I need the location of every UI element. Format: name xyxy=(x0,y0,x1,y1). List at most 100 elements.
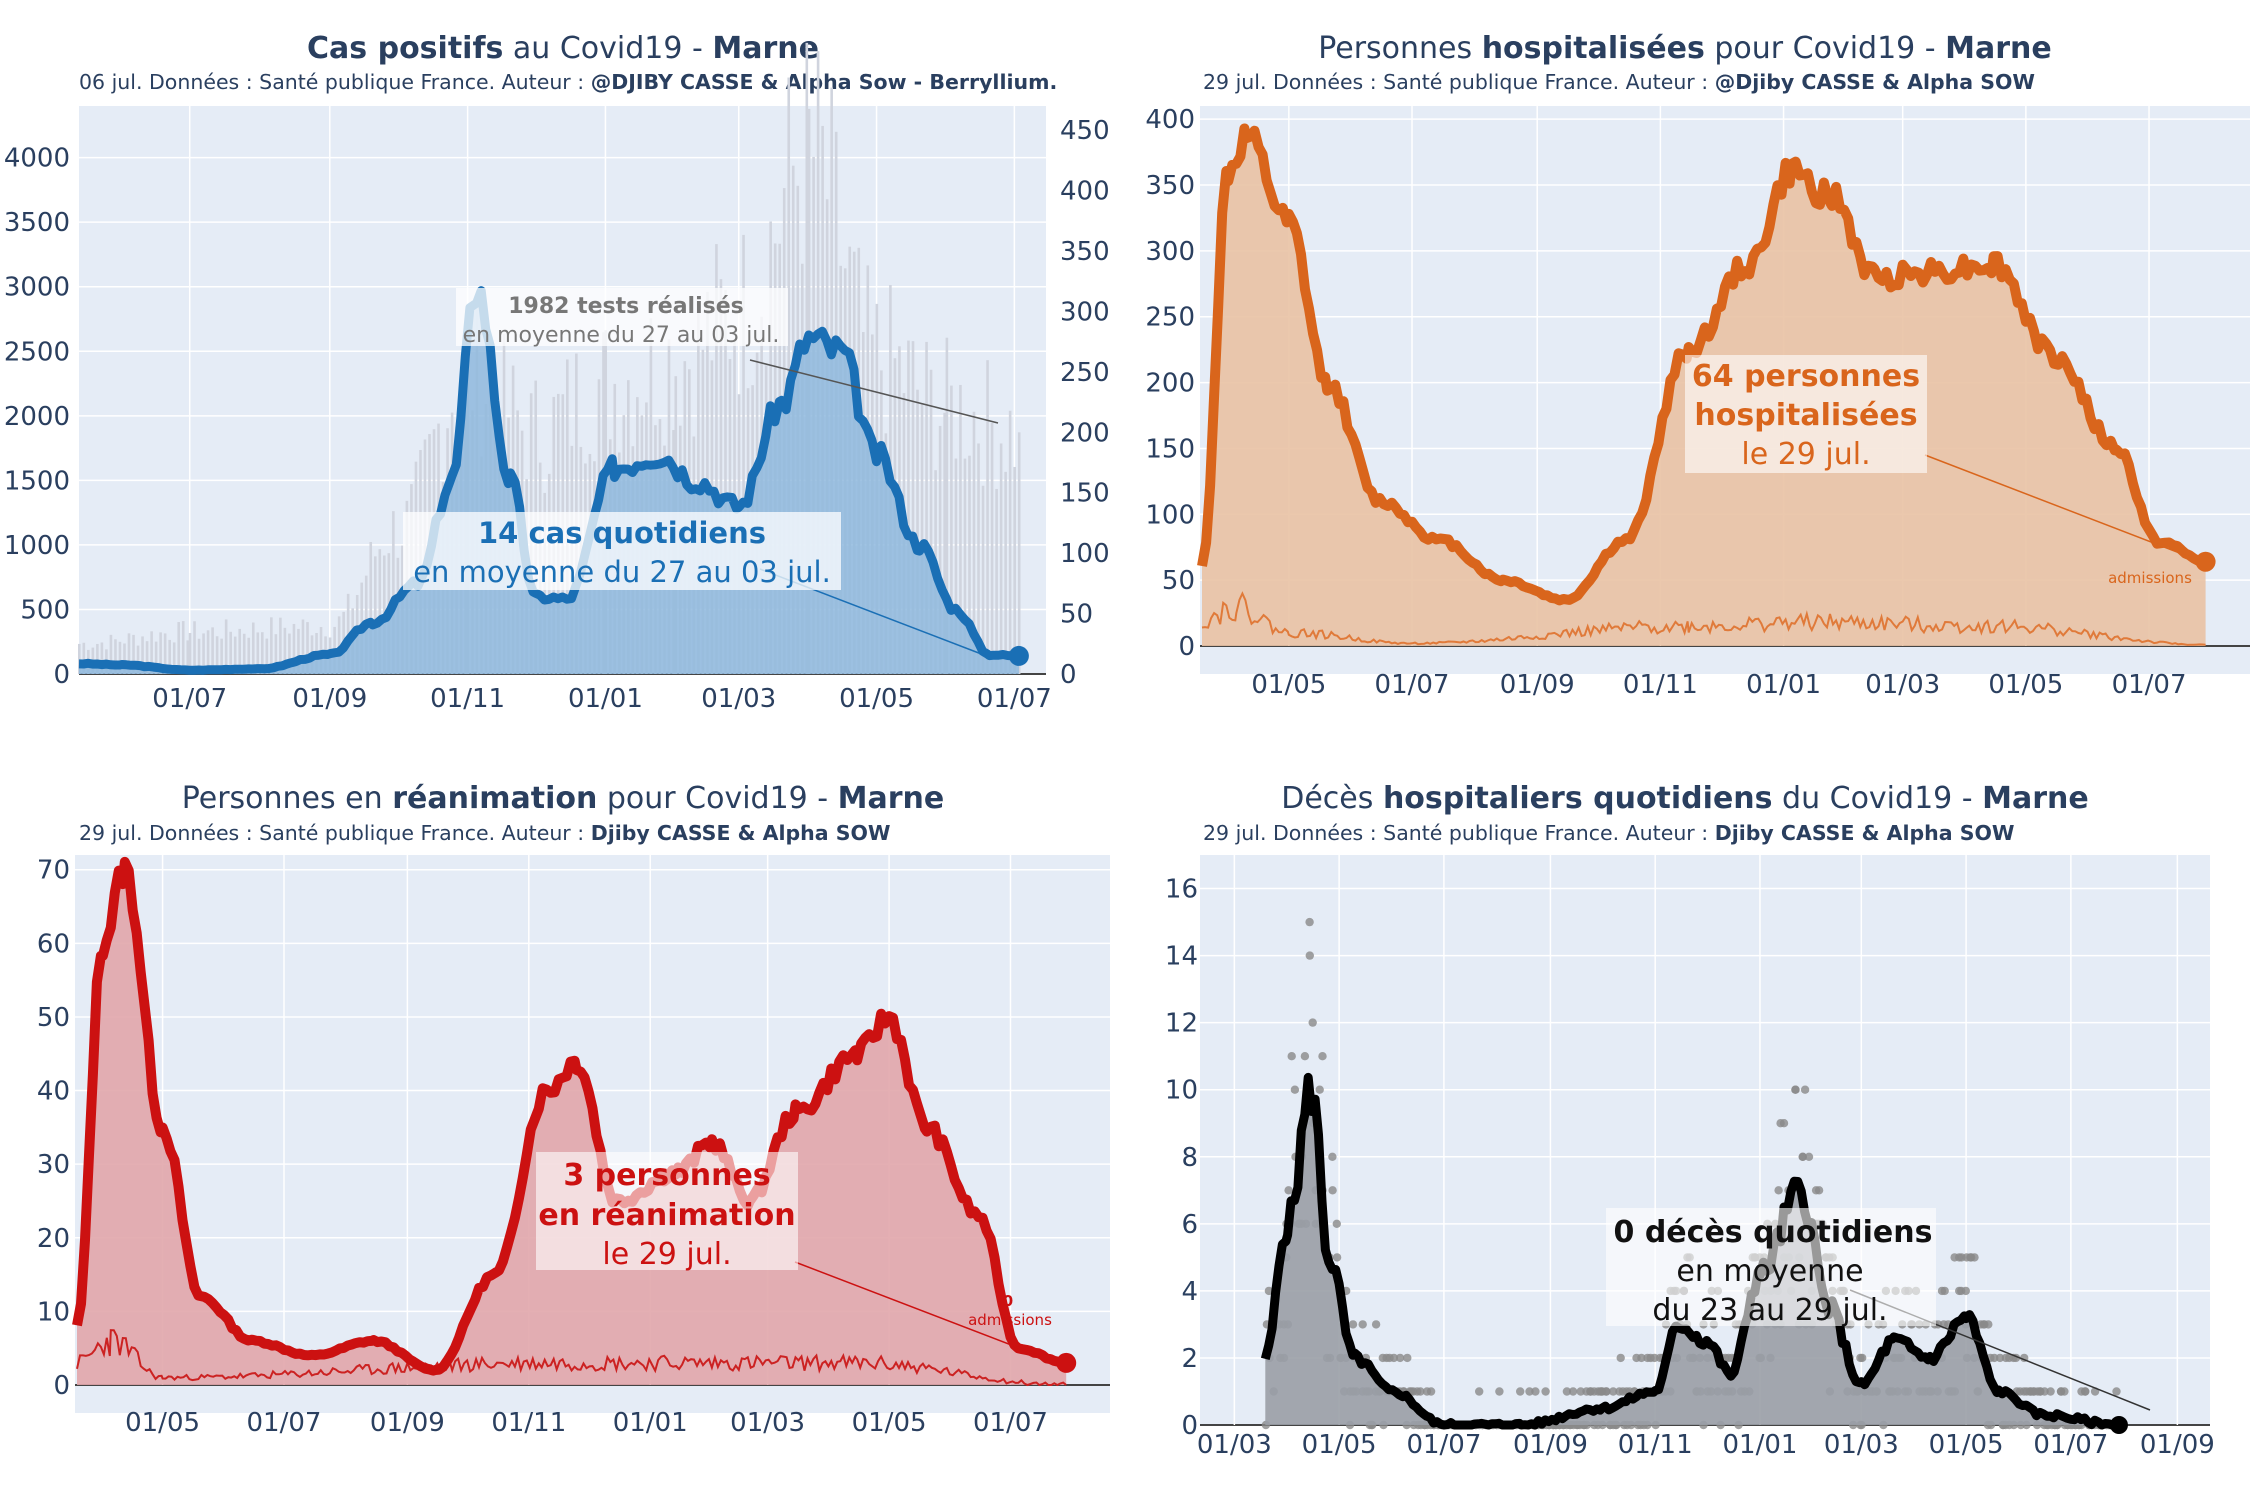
death-dot xyxy=(1371,1320,1381,1329)
rea-admissions-label: admissions xyxy=(968,1311,1052,1329)
x-tick-label: 01/05 xyxy=(125,1408,200,1438)
tests-bar xyxy=(251,622,255,674)
death-dot xyxy=(2040,1387,2049,1396)
x-axis-labels: 01/03 01/05 01/07 01/09 01/11 01/01 01/03 01/05… xyxy=(1197,1430,2215,1460)
tests-bar xyxy=(78,643,81,674)
death-dot xyxy=(1562,1387,1572,1396)
y-tick-label: 20 xyxy=(37,1224,70,1254)
x-tick-label: 01/07 xyxy=(247,1408,322,1438)
y-tick-label: 0 xyxy=(1178,632,1195,662)
y-tick-label: 14 xyxy=(1165,942,1198,972)
y-axis-labels: 0 2 4 6 8 10 12 14 16 xyxy=(1165,875,1198,1441)
tests-bar xyxy=(168,639,171,674)
death-dot xyxy=(1800,1085,1810,1094)
y-tick-label: 30 xyxy=(37,1150,70,1180)
y-tick-label: 300 xyxy=(1145,237,1195,267)
y-tick-label: 100 xyxy=(1145,500,1195,530)
y-tick-label: 200 xyxy=(1145,369,1195,399)
y2-tick-label: 100 xyxy=(1060,539,1110,569)
x-tick-label: 01/09 xyxy=(1513,1430,1588,1460)
death-dot xyxy=(2112,1387,2121,1396)
tests-bar xyxy=(265,638,269,674)
death-dot xyxy=(1601,1387,1611,1396)
death-dot xyxy=(2080,1387,2090,1396)
panel-deces: Décès hospitaliers quotidiens du Covid19… xyxy=(1165,781,2215,1460)
death-dot xyxy=(1961,1286,1971,1296)
x-tick-label: 01/07 xyxy=(152,684,227,714)
tests-bar xyxy=(211,627,214,674)
y2-tick-label: 0 xyxy=(1060,660,1077,690)
chart-title: Cas positifs au Covid19 - Marne xyxy=(307,31,819,66)
tests-bar xyxy=(306,622,309,674)
panel-reanimation: Personnes en réanimation pour Covid19 - … xyxy=(37,781,1110,1438)
y-tick-label: 50 xyxy=(1162,566,1195,596)
y-tick-label: 0 xyxy=(53,1371,70,1401)
chart-title: Personnes en réanimation pour Covid19 - … xyxy=(182,781,945,816)
rea-annotation-box xyxy=(536,1152,798,1270)
x-tick-label: 01/01 xyxy=(568,684,643,714)
death-dot xyxy=(1858,1353,1867,1363)
tests-bar xyxy=(159,632,162,674)
tests-bar xyxy=(911,341,915,674)
death-dot xyxy=(1318,1052,1327,1061)
x-tick-label: 01/09 xyxy=(292,684,367,714)
tests-bar xyxy=(288,633,291,674)
tests-bar xyxy=(950,385,953,674)
death-dot xyxy=(1637,1353,1646,1363)
panel-cas-positifs: Cas positifs au Covid19 - Marne 06 jul. … xyxy=(4,31,1110,714)
death-dot xyxy=(1264,1286,1274,1296)
death-dot xyxy=(2060,1387,2069,1396)
tests-bar xyxy=(100,642,104,674)
tests-bar xyxy=(181,621,185,674)
deaths-annotation-line3: du 23 au 29 jul. xyxy=(1652,1293,1887,1328)
y-tick-label: 70 xyxy=(37,856,70,886)
x-axis-labels: 01/07 01/09 01/11 01/01 01/03 01/05 01/07 xyxy=(152,684,1052,714)
y-tick-label: 2000 xyxy=(4,402,70,432)
y-tick-label: 0 xyxy=(53,660,70,690)
tests-bar xyxy=(247,637,251,674)
admissions-line xyxy=(1201,591,2206,646)
tests-bar xyxy=(715,244,718,674)
death-dot xyxy=(1568,1387,1578,1396)
y-tick-label: 0 xyxy=(1181,1411,1198,1441)
death-dot xyxy=(1348,1320,1358,1329)
tests-bar xyxy=(141,636,144,674)
death-dot xyxy=(1426,1387,1436,1396)
y-tick-label: 2500 xyxy=(4,337,70,367)
tests-bar xyxy=(1008,410,1012,674)
tests-annotation-line2: en moyenne du 27 au 03 jul. xyxy=(463,323,780,348)
tests-bar xyxy=(968,455,971,674)
y-tick-label: 16 xyxy=(1165,875,1198,905)
y2-tick-label: 150 xyxy=(1060,479,1110,509)
x-tick-label: 01/07 xyxy=(973,1408,1048,1438)
y-tick-label: 1500 xyxy=(4,466,70,496)
death-dot xyxy=(1516,1387,1525,1396)
tests-bar xyxy=(742,234,745,674)
x-axis-labels: 01/05 01/07 01/09 01/11 01/01 01/03 01/05 01/07 xyxy=(1251,670,2186,700)
y-tick-label: 400 xyxy=(1145,105,1195,135)
death-dot xyxy=(2046,1387,2055,1396)
y2-tick-label: 250 xyxy=(1060,358,1110,388)
x-tick-label: 01/07 xyxy=(2112,670,2187,700)
death-dot xyxy=(1315,1085,1324,1094)
x-tick-label: 01/09 xyxy=(1500,670,1575,700)
x-tick-label: 01/03 xyxy=(1197,1430,1272,1460)
death-dot xyxy=(1416,1387,1425,1396)
tests-bar xyxy=(123,643,126,674)
tests-bar xyxy=(118,641,122,674)
chart-subtitle: 29 jul. Données : Santé publique France.… xyxy=(1203,821,2015,845)
x-tick-label: 01/11 xyxy=(1618,1430,1693,1460)
tests-bar xyxy=(114,639,117,674)
y-tick-label: 10 xyxy=(37,1297,70,1327)
y-tick-label: 10 xyxy=(1165,1076,1198,1106)
x-tick-label: 01/01 xyxy=(1722,1430,1797,1460)
y-axis-labels: 0 10 20 30 40 50 60 70 xyxy=(37,856,70,1401)
tests-bar xyxy=(82,642,86,674)
chart-title: Personnes hospitalisées pour Covid19 - M… xyxy=(1318,31,2052,66)
x-axis-labels: 01/05 01/07 01/09 01/11 01/01 01/03 01/05 01/07 xyxy=(125,1408,1048,1438)
tests-bar xyxy=(977,443,980,674)
death-dot xyxy=(1305,951,1315,960)
death-dot xyxy=(1328,1152,1337,1162)
x-tick-label: 01/05 xyxy=(1302,1430,1377,1460)
death-dot xyxy=(1395,1353,1405,1363)
